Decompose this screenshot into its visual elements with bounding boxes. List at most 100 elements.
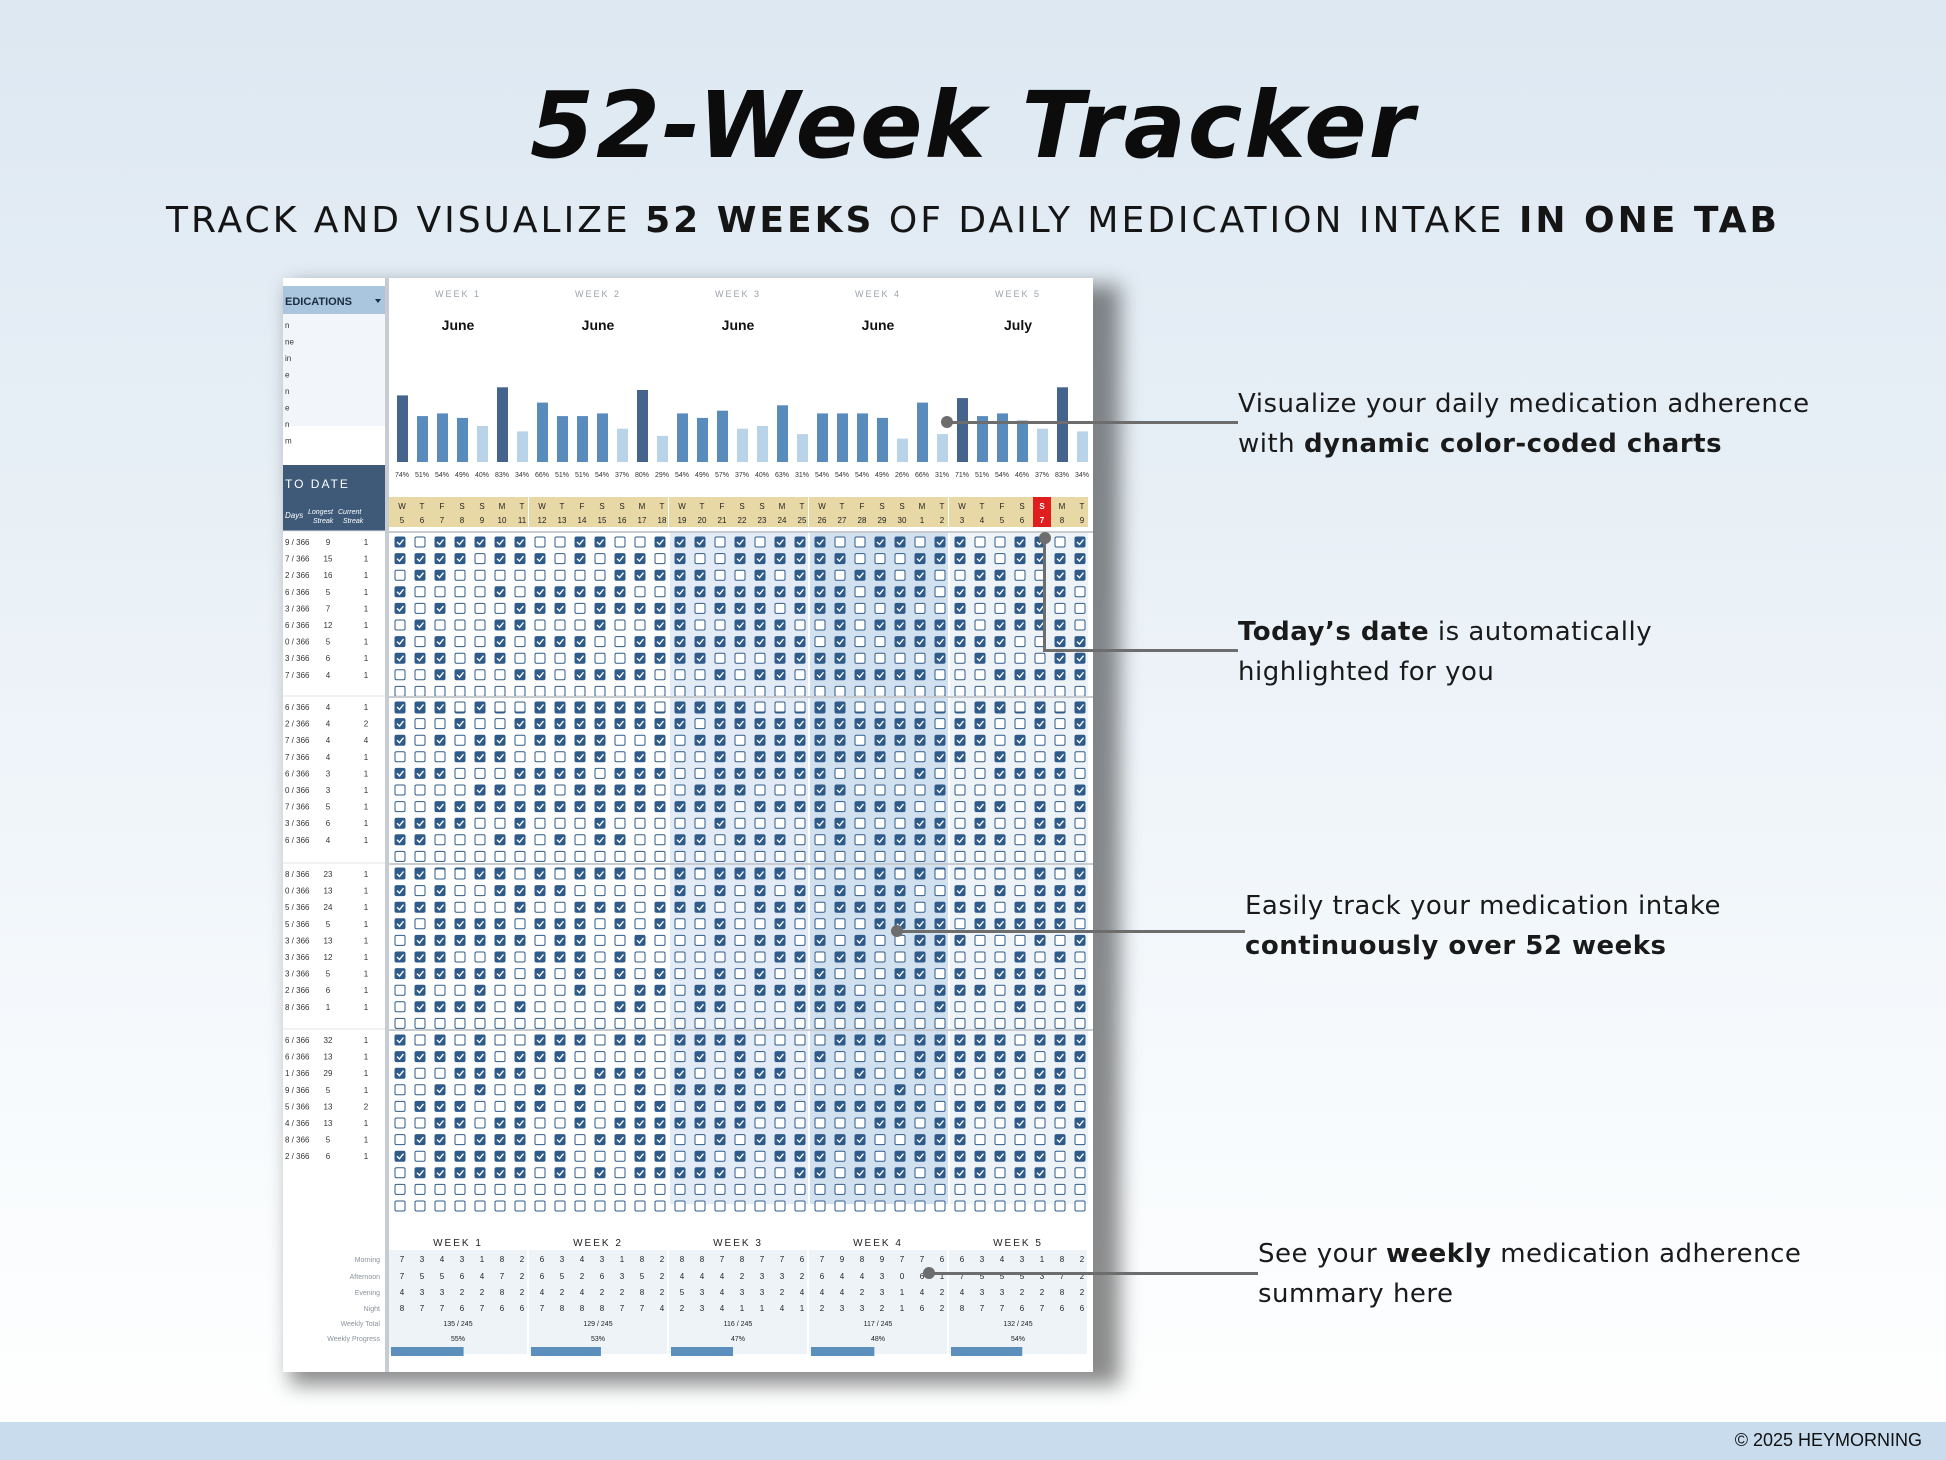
dose-checkbox[interactable] bbox=[554, 784, 566, 796]
dose-checkbox[interactable] bbox=[494, 685, 506, 697]
dose-checkbox[interactable] bbox=[874, 701, 886, 713]
dose-checkbox[interactable] bbox=[694, 934, 706, 946]
dose-checkbox[interactable] bbox=[1054, 734, 1066, 746]
dose-checkbox[interactable] bbox=[494, 1117, 506, 1129]
dose-checkbox[interactable] bbox=[934, 817, 946, 829]
dose-checkbox[interactable] bbox=[534, 718, 546, 730]
dose-checkbox[interactable] bbox=[654, 1017, 666, 1029]
dose-checkbox[interactable] bbox=[1014, 586, 1026, 598]
dose-checkbox[interactable] bbox=[814, 1067, 826, 1079]
dose-checkbox[interactable] bbox=[914, 751, 926, 763]
dose-checkbox[interactable] bbox=[814, 901, 826, 913]
dose-checkbox[interactable] bbox=[654, 817, 666, 829]
dose-checkbox[interactable] bbox=[834, 553, 846, 565]
dose-checkbox[interactable] bbox=[914, 1167, 926, 1179]
dose-checkbox[interactable] bbox=[454, 751, 466, 763]
dose-checkbox[interactable] bbox=[814, 1100, 826, 1112]
dose-checkbox[interactable] bbox=[934, 553, 946, 565]
dose-checkbox[interactable] bbox=[774, 868, 786, 880]
dose-checkbox[interactable] bbox=[494, 767, 506, 779]
dose-checkbox[interactable] bbox=[574, 850, 586, 862]
dose-checkbox[interactable] bbox=[974, 850, 986, 862]
dose-checkbox[interactable] bbox=[754, 984, 766, 996]
dose-checkbox[interactable] bbox=[1074, 685, 1086, 697]
dose-checkbox[interactable] bbox=[634, 934, 646, 946]
dose-checkbox[interactable] bbox=[514, 784, 526, 796]
dose-checkbox[interactable] bbox=[574, 968, 586, 980]
dose-checkbox[interactable] bbox=[694, 1067, 706, 1079]
dose-checkbox[interactable] bbox=[974, 1150, 986, 1162]
dose-checkbox[interactable] bbox=[1074, 718, 1086, 730]
dose-checkbox[interactable] bbox=[894, 1017, 906, 1029]
dose-checkbox[interactable] bbox=[854, 553, 866, 565]
dose-checkbox[interactable] bbox=[834, 784, 846, 796]
dose-checkbox[interactable] bbox=[834, 669, 846, 681]
dose-checkbox[interactable] bbox=[1054, 586, 1066, 598]
dose-checkbox[interactable] bbox=[734, 834, 746, 846]
dose-checkbox[interactable] bbox=[894, 1034, 906, 1046]
dose-checkbox[interactable] bbox=[814, 718, 826, 730]
dose-checkbox[interactable] bbox=[474, 619, 486, 631]
dose-checkbox[interactable] bbox=[874, 885, 886, 897]
dose-checkbox[interactable] bbox=[494, 1100, 506, 1112]
dose-checkbox[interactable] bbox=[734, 951, 746, 963]
dose-checkbox[interactable] bbox=[714, 784, 726, 796]
dose-checkbox[interactable] bbox=[434, 767, 446, 779]
dose-checkbox[interactable] bbox=[554, 586, 566, 598]
dose-checkbox[interactable] bbox=[974, 553, 986, 565]
dose-checkbox[interactable] bbox=[834, 1001, 846, 1013]
dose-checkbox[interactable] bbox=[614, 652, 626, 664]
dose-checkbox[interactable] bbox=[694, 685, 706, 697]
dose-checkbox[interactable] bbox=[534, 1134, 546, 1146]
dose-checkbox[interactable] bbox=[594, 934, 606, 946]
dose-checkbox[interactable] bbox=[594, 1051, 606, 1063]
dose-checkbox[interactable] bbox=[714, 1150, 726, 1162]
dose-checkbox[interactable] bbox=[994, 1051, 1006, 1063]
dose-checkbox[interactable] bbox=[454, 817, 466, 829]
dose-checkbox[interactable] bbox=[514, 850, 526, 862]
dose-checkbox[interactable] bbox=[834, 636, 846, 648]
dose-checkbox[interactable] bbox=[434, 1183, 446, 1195]
dose-checkbox[interactable] bbox=[594, 636, 606, 648]
dose-checkbox[interactable] bbox=[714, 1100, 726, 1112]
dose-checkbox[interactable] bbox=[894, 901, 906, 913]
dose-checkbox[interactable] bbox=[894, 553, 906, 565]
dose-checkbox[interactable] bbox=[394, 968, 406, 980]
dose-checkbox[interactable] bbox=[794, 1167, 806, 1179]
dose-checkbox[interactable] bbox=[614, 1084, 626, 1096]
dose-checkbox[interactable] bbox=[434, 1134, 446, 1146]
dose-checkbox[interactable] bbox=[974, 734, 986, 746]
dose-checkbox[interactable] bbox=[714, 536, 726, 548]
dose-checkbox[interactable] bbox=[414, 984, 426, 996]
dose-checkbox[interactable] bbox=[1074, 1200, 1086, 1212]
dose-checkbox[interactable] bbox=[854, 885, 866, 897]
dose-checkbox[interactable] bbox=[874, 734, 886, 746]
dose-checkbox[interactable] bbox=[774, 885, 786, 897]
dose-checkbox[interactable] bbox=[574, 1117, 586, 1129]
dose-checkbox[interactable] bbox=[934, 669, 946, 681]
dose-checkbox[interactable] bbox=[974, 1084, 986, 1096]
dose-checkbox[interactable] bbox=[634, 1017, 646, 1029]
dose-checkbox[interactable] bbox=[714, 834, 726, 846]
dose-checkbox[interactable] bbox=[474, 767, 486, 779]
dose-checkbox[interactable] bbox=[574, 951, 586, 963]
dose-checkbox[interactable] bbox=[554, 1183, 566, 1195]
dose-checkbox[interactable] bbox=[914, 817, 926, 829]
dose-checkbox[interactable] bbox=[574, 1134, 586, 1146]
dose-checkbox[interactable] bbox=[414, 685, 426, 697]
dose-checkbox[interactable] bbox=[434, 801, 446, 813]
dose-checkbox[interactable] bbox=[1054, 951, 1066, 963]
dose-checkbox[interactable] bbox=[554, 669, 566, 681]
dose-checkbox[interactable] bbox=[1054, 767, 1066, 779]
dose-checkbox[interactable] bbox=[474, 1117, 486, 1129]
dose-checkbox[interactable] bbox=[694, 602, 706, 614]
dose-checkbox[interactable] bbox=[974, 619, 986, 631]
dose-checkbox[interactable] bbox=[754, 951, 766, 963]
dose-checkbox[interactable] bbox=[934, 951, 946, 963]
dose-checkbox[interactable] bbox=[954, 1134, 966, 1146]
dose-checkbox[interactable] bbox=[574, 586, 586, 598]
dose-checkbox[interactable] bbox=[414, 901, 426, 913]
dose-checkbox[interactable] bbox=[974, 718, 986, 730]
dose-checkbox[interactable] bbox=[614, 619, 626, 631]
dose-checkbox[interactable] bbox=[714, 767, 726, 779]
